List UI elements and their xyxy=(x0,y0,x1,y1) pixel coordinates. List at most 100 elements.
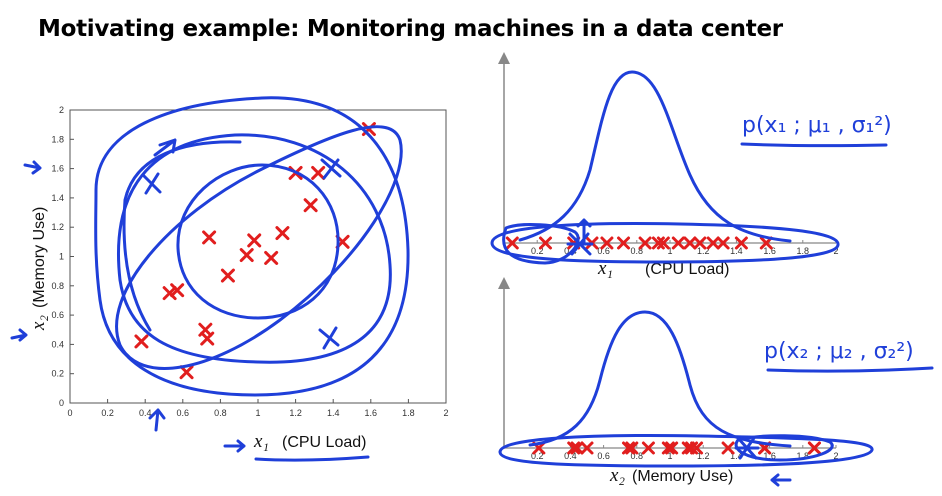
ink-arrow-top-left xyxy=(153,138,177,157)
y-tick-label: 1.2 xyxy=(51,222,64,232)
x-tick-label: 1.6 xyxy=(763,451,776,461)
y-axis-var-label: x₂ xyxy=(28,315,49,331)
x-tick-label: 0.2 xyxy=(531,246,544,256)
x-tick-label: 1.2 xyxy=(289,408,302,418)
y-tick-label: 0 xyxy=(59,398,64,408)
axis-point xyxy=(622,441,635,455)
scatter-point xyxy=(220,268,235,283)
x-tick-label: 0 xyxy=(67,408,72,418)
ink-underline-annotation-2 xyxy=(766,366,934,373)
y-tick-label: 2 xyxy=(59,105,64,115)
ink-annotations-bottom-right: p(x₂ ; μ₂ , σ₂²) xyxy=(498,310,934,487)
ink-arrow-x-axis xyxy=(148,408,166,432)
scatter-point xyxy=(162,286,177,301)
y-tick-label: 0.8 xyxy=(51,281,64,291)
ink-ellipse-2-small xyxy=(734,434,834,462)
x-tick-label: 0.4 xyxy=(139,408,152,418)
x-tick-label: 0.6 xyxy=(597,451,610,461)
axis-point xyxy=(716,236,730,250)
y-tick-label: 0.2 xyxy=(51,369,64,379)
ink-arrow-up-1 xyxy=(576,218,592,246)
ink-x-mark-bottom xyxy=(318,326,340,350)
ink-ellipse-2 xyxy=(498,434,874,468)
axis-point xyxy=(617,236,631,250)
scatter-point xyxy=(239,248,254,263)
ink-gaussian-curve-2 xyxy=(528,310,792,448)
x-tick-label: 0.8 xyxy=(631,246,644,256)
x-tick-label: 0.4 xyxy=(564,451,577,461)
axis-point xyxy=(734,236,748,250)
ink-x-mark-anomaly xyxy=(141,172,162,195)
density-annotation-x1: p(x₁ ; μ₁ , σ₁²) xyxy=(742,113,892,138)
ink-star-mark-2 xyxy=(734,436,760,460)
x-tick-label: 1.2 xyxy=(697,451,710,461)
ink-arrow-y-label xyxy=(10,328,28,342)
ink-arrow-x2-label xyxy=(770,473,792,487)
ink-arrow-y-axis xyxy=(23,160,42,175)
x-tick-label: 1.8 xyxy=(797,246,810,256)
axis-point xyxy=(690,441,704,455)
y-tick-label: 1 xyxy=(59,252,64,262)
axis-point xyxy=(807,441,821,455)
axis-point xyxy=(656,236,670,250)
axis-point xyxy=(693,236,707,250)
scatter-point xyxy=(247,233,262,248)
ink-contour-middle xyxy=(117,133,392,364)
ink-x-mark-top xyxy=(320,158,342,180)
x-tick-label: 1.4 xyxy=(327,408,340,418)
scatter-point xyxy=(275,226,290,241)
x-tick-label: 1.8 xyxy=(797,451,810,461)
ink-arrow-x-label xyxy=(223,439,246,453)
x-axis-var-label: x₁ xyxy=(597,258,613,279)
scatter-point xyxy=(303,198,318,213)
x-axis-var-label: x₂ xyxy=(609,465,625,486)
axis-point xyxy=(706,236,720,250)
scatter-point xyxy=(134,334,149,349)
scatter-point xyxy=(179,365,194,380)
x-tick-label: 2 xyxy=(833,246,838,256)
axis-point xyxy=(638,236,652,250)
axis-point xyxy=(539,236,552,250)
x-tick-label: 1.6 xyxy=(365,408,378,418)
axis-point xyxy=(671,236,685,250)
x-tick-label: 1.2 xyxy=(697,246,710,256)
axis-point xyxy=(665,441,679,455)
axis-point xyxy=(759,236,773,250)
x-axis-label-text: (CPU Load) xyxy=(645,261,729,278)
axis-point xyxy=(625,441,639,455)
ink-ellipse-1-small xyxy=(502,223,580,265)
x-tick-label: 1.4 xyxy=(730,451,743,461)
x-tick-label: 0.8 xyxy=(631,451,644,461)
scatter-point xyxy=(200,331,215,346)
x-axis-var-label: x₁ xyxy=(253,431,269,452)
axis-point xyxy=(661,441,675,455)
density-annotation-x2: p(x₂ ; μ₂ , σ₂²) xyxy=(764,339,914,364)
y-tick-label: 1.6 xyxy=(51,164,64,174)
scatter-point xyxy=(311,165,326,180)
scatter-point xyxy=(202,230,217,245)
x-axis-label-text: (CPU Load) xyxy=(282,434,366,451)
x-tick-label: 0.6 xyxy=(597,246,610,256)
ink-annotations-top-right: p(x₁ ; μ₁ , σ₁²) xyxy=(490,70,892,265)
axis-point xyxy=(570,441,584,455)
scatter-point xyxy=(170,283,185,298)
x-tick-label: 0.6 xyxy=(177,408,190,418)
x-tick-label: 1.6 xyxy=(763,246,776,256)
ink-annotations-left xyxy=(10,96,410,462)
axis-point xyxy=(721,441,735,455)
x-axis-label-text: (Memory Use) xyxy=(632,468,733,485)
ink-gaussian-curve-1 xyxy=(518,70,792,243)
y-axis-label-text: (Memory Use) xyxy=(31,207,48,308)
x-tick-label: 0.2 xyxy=(531,451,544,461)
x-tick-label: 1 xyxy=(667,246,672,256)
ink-contour-arc xyxy=(122,140,242,332)
scatter-point xyxy=(264,250,279,265)
histogram-x1-chart: 0.2 0.4 0.6 0.8 1 1.2 1.4 1.6 1.8 2 x₁ (CPU Load) xyxy=(498,52,839,279)
scatter-chart-2d: 0 0.2 0.4 0.6 0.8 1 1.2 1.4 1.6 1.8 2 0 0.2 0.4 0.6 0.… xyxy=(28,105,449,452)
ink-underline-annotation-1 xyxy=(740,142,888,148)
x-tick-label: 0.2 xyxy=(101,408,114,418)
axis-point xyxy=(683,236,697,250)
axis-point xyxy=(567,441,581,455)
x-tick-label: 0.8 xyxy=(214,408,227,418)
